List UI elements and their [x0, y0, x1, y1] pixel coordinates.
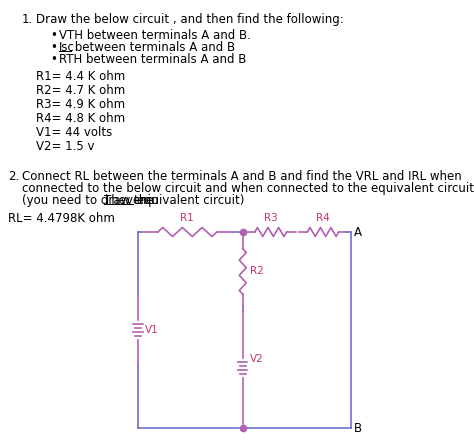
Text: RTH between terminals A and B: RTH between terminals A and B — [59, 53, 246, 66]
Text: R1: R1 — [181, 213, 194, 223]
Text: between terminals A and B: between terminals A and B — [72, 41, 236, 54]
Text: 1.: 1. — [22, 13, 33, 26]
Text: R4= 4.8 K ohm: R4= 4.8 K ohm — [36, 112, 125, 125]
Text: Thevenin: Thevenin — [104, 194, 158, 207]
Text: V2: V2 — [250, 355, 264, 365]
Text: R3= 4.9 K ohm: R3= 4.9 K ohm — [36, 98, 125, 111]
Text: B: B — [354, 422, 362, 434]
Text: R3: R3 — [264, 213, 278, 223]
Text: R1= 4.4 K ohm: R1= 4.4 K ohm — [36, 70, 125, 83]
Text: •: • — [50, 41, 57, 54]
Text: A: A — [354, 225, 362, 239]
Text: V1: V1 — [145, 325, 159, 335]
Text: equivalent circuit): equivalent circuit) — [133, 194, 245, 207]
Text: VTH between terminals A and B.: VTH between terminals A and B. — [59, 29, 251, 42]
Text: R4: R4 — [316, 213, 330, 223]
Text: RL= 4.4798K ohm: RL= 4.4798K ohm — [8, 212, 115, 225]
Text: •: • — [50, 29, 57, 42]
Text: V1= 44 volts: V1= 44 volts — [36, 126, 112, 139]
Text: Draw the below circuit , and then find the following:: Draw the below circuit , and then find t… — [36, 13, 344, 26]
Text: •: • — [50, 53, 57, 66]
Text: 2.: 2. — [8, 170, 19, 183]
Text: (you need to draw the: (you need to draw the — [22, 194, 157, 207]
Text: V2= 1.5 v: V2= 1.5 v — [36, 140, 94, 153]
Text: connected to the below circuit and when connected to the equivalent circuit: connected to the below circuit and when … — [22, 182, 474, 195]
Text: Connect RL between the terminals A and B and find the VRL and IRL when: Connect RL between the terminals A and B… — [22, 170, 462, 183]
Text: R2= 4.7 K ohm: R2= 4.7 K ohm — [36, 84, 125, 97]
Text: Isc: Isc — [59, 41, 75, 54]
Text: R2: R2 — [250, 266, 264, 277]
